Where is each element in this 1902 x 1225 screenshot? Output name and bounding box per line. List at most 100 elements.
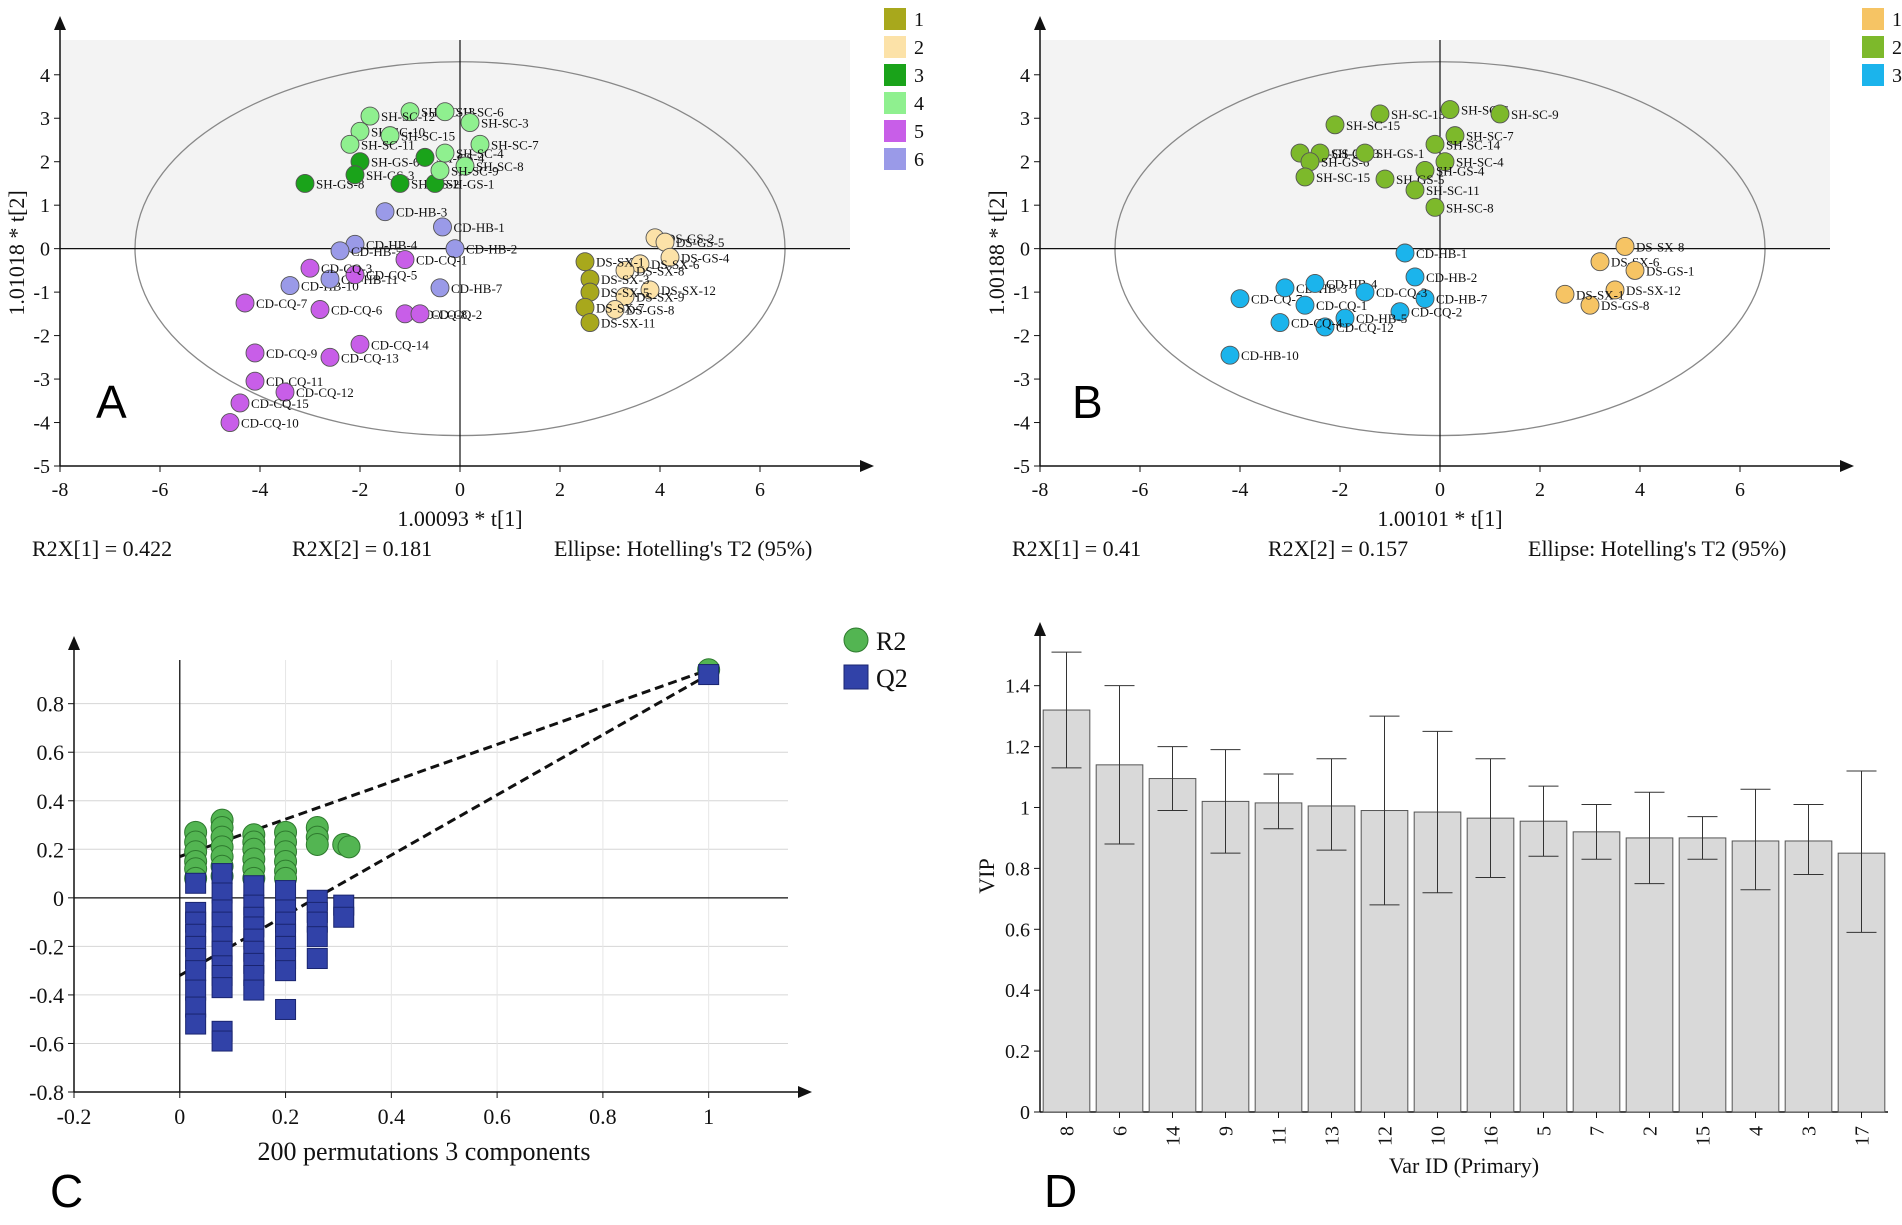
panel-b-point: [1295, 295, 1315, 315]
panel-b-point-label: CD-HB-5: [1356, 311, 1407, 326]
panel-a-point-label: DS-SX-7: [596, 300, 645, 315]
panel-a-point: [245, 343, 265, 363]
panel-a-legend-swatch: [884, 64, 906, 86]
panel-d-x-tick-label: 8: [1057, 1126, 1079, 1136]
panel-d-y-tick-label: 0.2: [1005, 1041, 1030, 1063]
panel-a-point: [575, 252, 595, 272]
panel-b-point-label: DS-GS-8: [1601, 298, 1649, 313]
panel-b-y-tick-label: -2: [1013, 326, 1030, 348]
panel-b-point-label: SH-SC-13: [1391, 107, 1445, 122]
panel-a-y-tick-label: 3: [40, 108, 50, 130]
panel-b-point: [1355, 282, 1375, 302]
panel-a-point-label: DS-GS-5: [676, 235, 724, 250]
panel-a-point-label: CD-HB-7: [451, 281, 503, 296]
panel-a-y-tick-label: 4: [40, 65, 50, 87]
panel-a-point-label: CD-CQ-14: [371, 337, 429, 352]
panel-c-y-tick-label: 0.6: [37, 740, 65, 765]
panel-a-y-tick-label: -4: [33, 413, 50, 435]
panel-d-x-tick-label: 2: [1640, 1126, 1662, 1136]
panel-c-permutation-plot: -0.2 0 0.2 0.4 0.6 0.8 1 -0.8 -0.6 -0.4 -0.2 0 0.2 0.…: [29, 627, 908, 1166]
panel-b-point-label: CD-CQ-3: [1376, 285, 1427, 300]
panel-d-y-tick-label: 0: [1020, 1102, 1030, 1124]
panel-a-x-tick-label: -8: [52, 479, 69, 501]
panel-a-y-tick-label: 0: [40, 239, 50, 261]
panel-b-point: [1615, 237, 1635, 256]
panel-b-x-tick-label: 4: [1635, 479, 1645, 501]
panel-a-legend-swatch: [884, 148, 906, 170]
panel-a-x-tick-label: -4: [252, 479, 269, 501]
panel-b-stat-r2x1: R2X[1] = 0.41: [1012, 536, 1141, 561]
panel-b-y-axis-arrow: [1034, 16, 1046, 30]
panel-a-point-label: CD-CQ-2: [431, 307, 482, 322]
panel-a-point-label: CD-CQ-10: [241, 416, 299, 431]
panel-b-y-tick-label: 2: [1020, 152, 1030, 174]
panel-b-point: [1295, 167, 1315, 187]
panel-b-point: [1625, 260, 1645, 280]
panel-a-point-label: SH-GS-1: [446, 176, 494, 191]
panel-b-x-tick-label: -6: [1132, 479, 1149, 501]
panel-b-point: [1405, 180, 1425, 200]
panel-a-point-label: SH-SC-8: [476, 159, 524, 174]
panel-b-point: [1230, 289, 1250, 309]
panel-a-y-tick-label: 1: [40, 195, 50, 217]
panel-a-scores-plot: -8 -6 -4 -2 0 2 4 6 -5 -4 -3 -2 -1 0 1 2 3 4 1.00093 * t[1…: [4, 8, 924, 561]
panel-c-legend-marker-q2: [843, 664, 869, 690]
panel-a-point: [433, 217, 452, 237]
panel-a-y-axis-arrow: [54, 16, 66, 30]
panel-a-point-label: SH-GS-6: [371, 155, 420, 170]
panel-d-bar: [1625, 837, 1674, 1113]
panel-b-point-label: SH-SC-15: [1316, 170, 1370, 185]
panel-b-point: [1415, 289, 1435, 309]
panel-b-point: [1370, 104, 1390, 124]
panel-a-point: [435, 143, 455, 163]
panel-c-q2-point: [243, 875, 265, 897]
panel-b-y-tick-label: -5: [1013, 456, 1030, 478]
panel-b-y-tick-label: -1: [1013, 282, 1030, 304]
panel-b-point-label: SH-SC-11: [1426, 183, 1480, 198]
panel-a-point-label: SH-SC-11: [361, 137, 415, 152]
panel-a-legend-label: 5: [914, 121, 924, 143]
panel-a-legend-label: 2: [914, 37, 924, 59]
panel-b-legend-swatch: [1862, 64, 1884, 86]
panel-b-legend-label: 3: [1892, 65, 1902, 87]
panel-b-point-label: SH-GS-5: [1396, 172, 1444, 187]
panel-a-point: [340, 134, 360, 154]
panel-a-point: [330, 241, 350, 261]
panel-c-q2-point: [185, 1013, 207, 1035]
panel-a-point: [430, 160, 450, 180]
panel-a-point: [245, 371, 265, 391]
panel-a-y-tick-label: 2: [40, 152, 50, 174]
panel-a-point-label: DS-SX-1: [596, 255, 644, 270]
panel-b-x-tick-label: -4: [1232, 479, 1249, 501]
panel-a-stat-r2x1: R2X[1] = 0.422: [32, 536, 172, 561]
panel-a-point: [320, 269, 340, 289]
panel-c-q2-point: [211, 977, 233, 999]
panel-d-x-tick-label: 13: [1322, 1126, 1344, 1146]
panel-b-point: [1440, 100, 1460, 120]
panel-c-q2-point: [698, 664, 720, 686]
panel-a-point: [235, 293, 255, 313]
panel-b-point-label: SH-GS-1: [1376, 146, 1424, 161]
panel-c-x-tick-label: 0: [174, 1104, 185, 1129]
panel-c-x-tick-label: 0.6: [483, 1104, 511, 1129]
panel-a-y-tick-label: -2: [33, 326, 50, 348]
panel-a-point-label: CD-CQ-6: [331, 303, 383, 318]
panel-a-point: [460, 113, 480, 133]
panel-a-point: [410, 304, 430, 324]
panel-a-point: [310, 300, 330, 319]
panel-c-y-tick-label: -0.2: [29, 934, 64, 959]
panel-d-x-axis-label: Var ID (Primary): [1389, 1153, 1539, 1178]
panel-d-y-tick-label: 1.4: [1005, 676, 1030, 698]
panel-c-legend-marker-r2: [843, 627, 869, 653]
panel-b-legend-label: 1: [1892, 9, 1902, 31]
panel-c-r2-point: [305, 832, 329, 856]
panel-b-point: [1425, 134, 1445, 154]
panel-b-stat-ellipse: Ellipse: Hotelling's T2 (95%): [1528, 536, 1786, 561]
panel-c-r2-point: [337, 835, 361, 859]
panel-b-point-label: SH-SC-15: [1346, 118, 1400, 133]
panel-a-point-label: SH-SC-3: [481, 116, 529, 131]
panel-d-y-tick-label: 0.8: [1005, 858, 1030, 880]
panel-b-point-label: CD-CQ-4: [1291, 316, 1343, 331]
panel-letter-a: A: [96, 376, 127, 428]
panel-b-point-label: SH-SC-7: [1466, 129, 1514, 144]
